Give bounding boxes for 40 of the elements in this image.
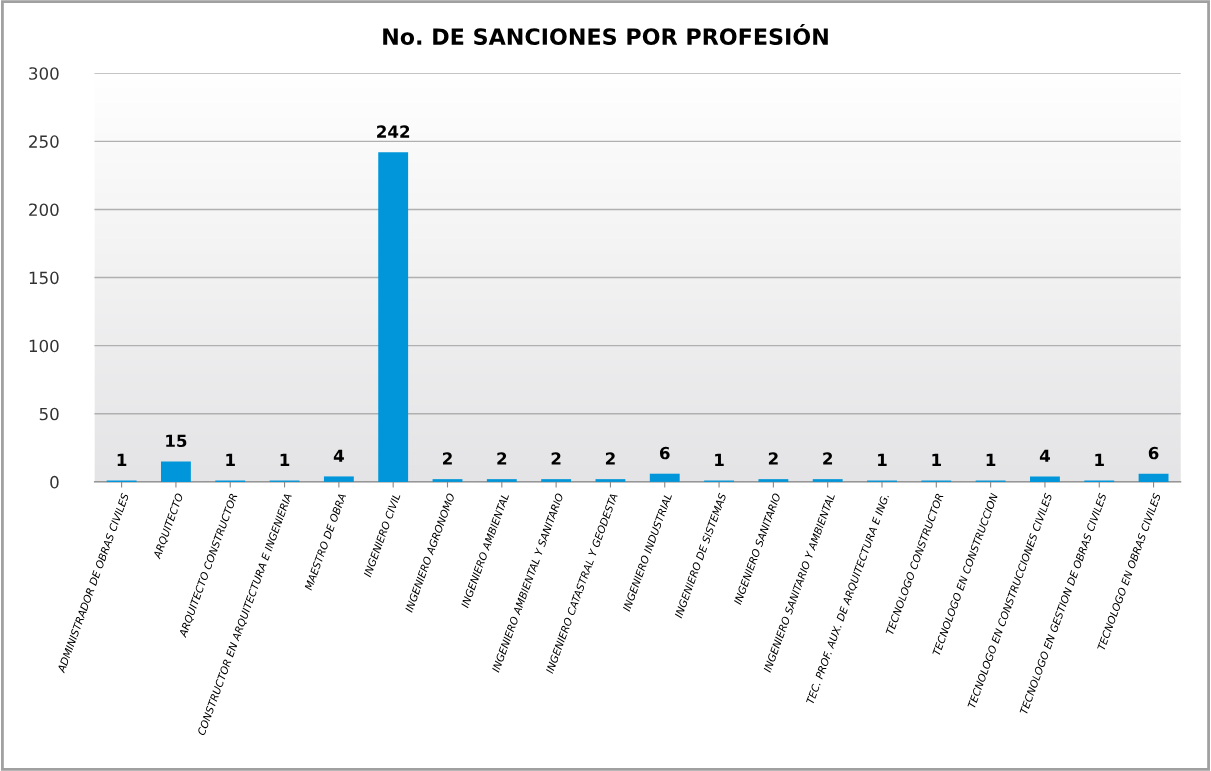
bar — [541, 479, 572, 482]
bar — [160, 461, 191, 482]
data-label: 6 — [659, 446, 670, 460]
data-label: 1 — [1095, 453, 1104, 466]
y-tick-label: 0 — [50, 475, 59, 489]
data-label: 1 — [280, 453, 290, 466]
data-label: 1 — [226, 453, 235, 466]
y-tick-label: 100 — [29, 339, 59, 353]
data-label: 1 — [117, 453, 127, 466]
bar — [812, 479, 843, 482]
data-label: 1 — [715, 453, 724, 466]
data-label: 2 — [443, 452, 452, 465]
bar — [1030, 476, 1060, 482]
y-tick-label: 300 — [29, 67, 59, 80]
data-label: 242 — [377, 125, 410, 138]
data-label: 6 — [1148, 446, 1159, 460]
data-label: 4 — [333, 449, 344, 462]
bar — [758, 479, 789, 482]
chart-title: No. DE SANCIONES POR PROFESIÓN — [383, 24, 828, 45]
data-label: 15 — [166, 434, 187, 448]
bar — [323, 476, 354, 482]
y-tick-label: 250 — [29, 135, 59, 148]
y-tick-label: 50 — [39, 407, 59, 421]
data-label: 2 — [497, 452, 507, 465]
y-tick-label: 150 — [29, 271, 59, 285]
data-label: 2 — [823, 452, 833, 465]
bar — [1138, 473, 1169, 482]
data-label: 1 — [932, 453, 941, 466]
data-label: 2 — [768, 452, 778, 465]
data-label: 4 — [1039, 449, 1050, 462]
data-label: 2 — [605, 452, 615, 465]
y-tick-label: 200 — [29, 203, 59, 217]
bar — [432, 479, 463, 482]
data-label: 2 — [551, 452, 561, 465]
bar — [378, 152, 409, 482]
bar — [649, 473, 680, 482]
data-label: 1 — [878, 453, 887, 466]
bar — [486, 479, 517, 482]
data-label: 1 — [986, 453, 996, 466]
bar — [595, 479, 626, 482]
